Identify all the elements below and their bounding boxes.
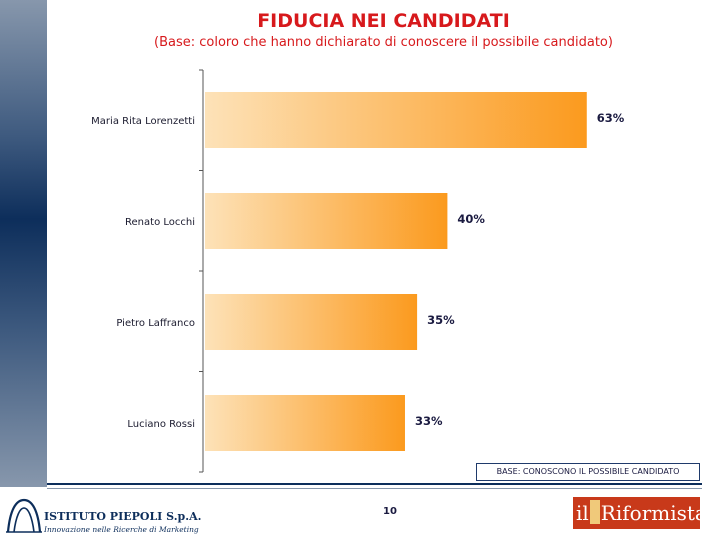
category-label: Pietro Laffranco — [116, 318, 195, 329]
bar — [205, 193, 448, 249]
logo-tagline: Innovazione nelle Ricerche di Marketing — [44, 525, 199, 534]
bar — [205, 92, 587, 148]
bar — [205, 294, 418, 350]
footer-rule — [47, 483, 702, 485]
page-number: 10 — [383, 506, 397, 517]
logo-figure-icon — [589, 500, 600, 524]
category-label: Maria Rita Lorenzetti — [91, 116, 195, 127]
bar-chart: Maria Rita Lorenzetti 63% Renato Locchi 40%… — [91, 69, 625, 473]
logo-prefix: il — [576, 501, 589, 525]
il-riformista-logo: il Riformista — [573, 497, 700, 529]
category-label: Renato Locchi — [125, 217, 195, 228]
bar — [205, 395, 405, 451]
side-gradient-band — [0, 0, 47, 487]
istituto-piepoli-logo-icon — [6, 498, 42, 533]
value-label: 33% — [415, 414, 443, 428]
value-label: 40% — [457, 212, 485, 226]
footer-rule-thin — [47, 488, 702, 489]
chart-title: FIDUCIA NEI CANDIDATI — [257, 10, 510, 32]
value-label: 63% — [597, 111, 625, 125]
category-label: Luciano Rossi — [127, 419, 195, 430]
logo-company-name: ISTITUTO PIEPOLI S.p.A. — [44, 510, 202, 523]
value-label: 35% — [427, 313, 455, 327]
chart-subtitle: (Base: coloro che hanno dichiarato di co… — [154, 35, 613, 50]
base-note: BASE: CONOSCONO IL POSSIBILE CANDIDATO — [476, 463, 700, 481]
logo-suffix: Riformista — [600, 501, 700, 525]
